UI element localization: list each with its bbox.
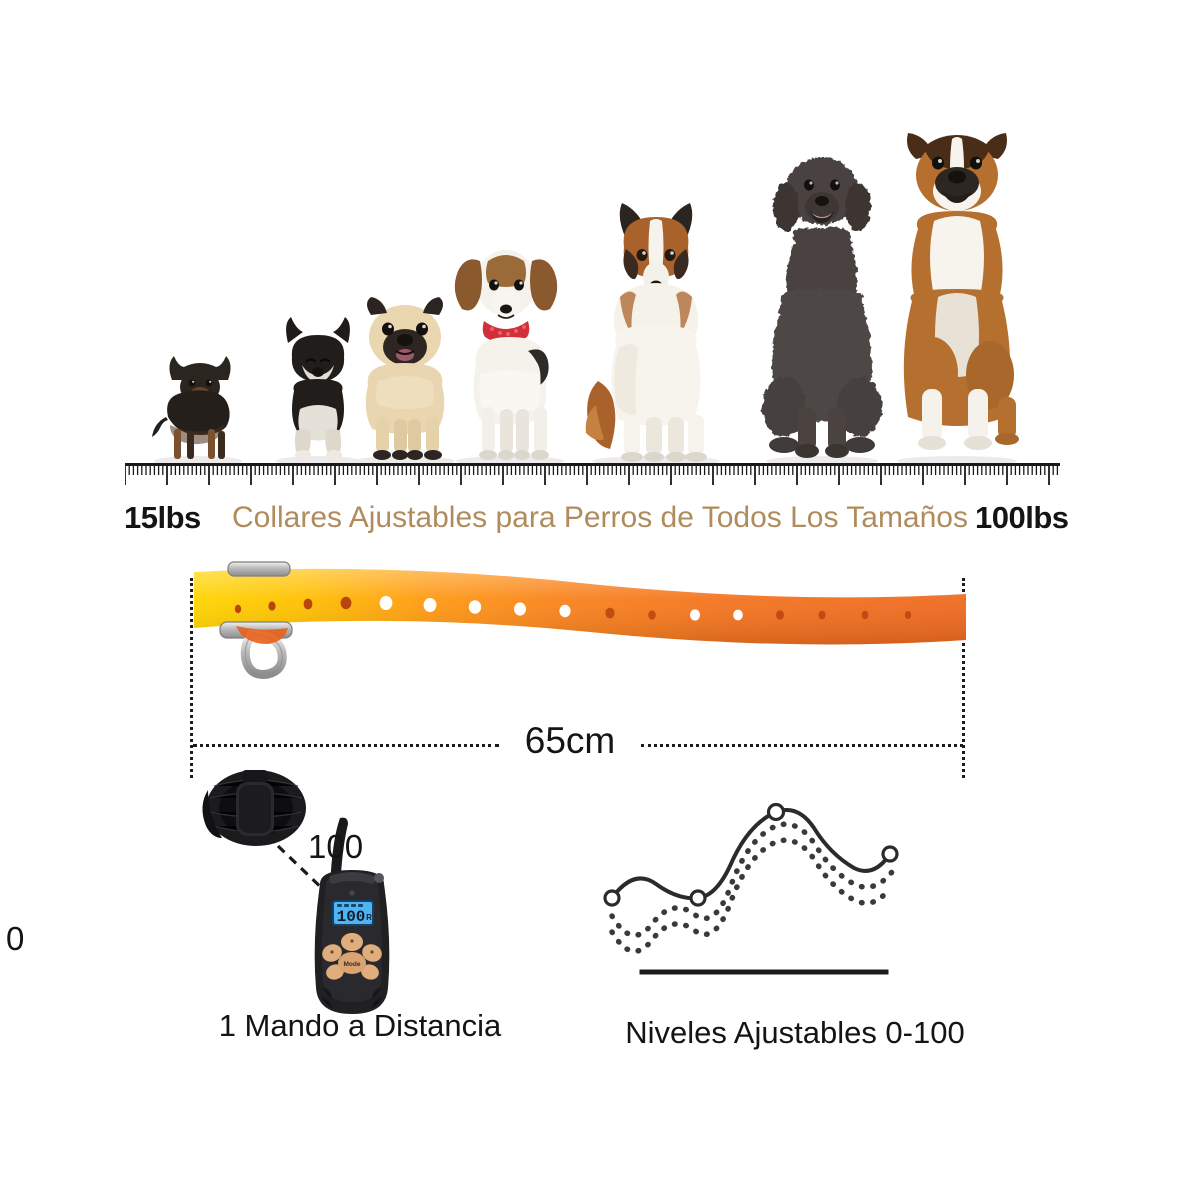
- dog-yorkie: [258, 305, 378, 465]
- level-node-mid: [689, 889, 707, 907]
- dimension-line-right: [962, 578, 965, 778]
- levels-main-curve: [610, 808, 892, 901]
- button-mode: [338, 952, 366, 974]
- dog-collie: [568, 185, 743, 465]
- levels-echo-curve-1: [609, 821, 895, 938]
- collar-strap: [190, 560, 970, 680]
- collar-strap-svg: [194, 561, 966, 679]
- dog-size-comparison: [0, 0, 1200, 500]
- boxer-icon: [897, 133, 1019, 465]
- collar-buckle: [219, 561, 293, 679]
- collar-length-label: 65cm: [524, 720, 616, 761]
- levels-echo-curve-2: [609, 837, 893, 954]
- weight-max-label: 100lbs: [975, 500, 1069, 535]
- collar-dimension-section: 65cm: [0, 548, 1200, 778]
- remote-keypad: Mode: [322, 933, 382, 980]
- size-chart-title: Collares Ajustables para Perros de Todos…: [232, 501, 968, 534]
- level-node-peak: [766, 802, 786, 822]
- yorkie-icon: [276, 317, 360, 465]
- dog-pug: [338, 285, 473, 465]
- dog-chihuahua: [140, 325, 255, 465]
- pointer-dashed-line: [276, 844, 332, 898]
- levels-caption: Niveles Ajustables 0-100: [625, 1015, 965, 1050]
- collie-icon: [585, 203, 720, 465]
- poodle-icon: [762, 157, 882, 465]
- lcd-screen: [334, 902, 372, 924]
- measuring-ruler: [125, 463, 1060, 485]
- features-section: 100 R Mode: [0, 760, 1200, 1080]
- dog-poodle: [742, 145, 902, 465]
- lcd-value: 100: [337, 908, 366, 926]
- dimension-line-horizontal-left: [193, 744, 499, 747]
- level-node-start: [603, 889, 621, 907]
- adjustable-levels-chart: [590, 780, 990, 990]
- dog-boxer: [872, 125, 1042, 465]
- scale-label-row: 15lbs Collares Ajustables para Perros de…: [0, 500, 1200, 548]
- button-mode-label: Mode: [344, 961, 361, 968]
- weight-min-label: 15lbs: [124, 500, 201, 535]
- remote-caption: 1 Mando a Distancia: [218, 1008, 502, 1043]
- levels-curve-svg: [603, 802, 899, 975]
- beagle-icon: [454, 250, 564, 465]
- remote-control-group: 100 R Mode: [180, 760, 530, 1060]
- button-shock: [326, 964, 344, 980]
- dimension-line-horizontal-right: [641, 744, 963, 747]
- level-min-label: 0: [6, 920, 25, 957]
- chihuahua-icon: [152, 356, 242, 465]
- remote-control-device: 100 R Mode: [314, 817, 390, 1014]
- level-node-end: [881, 845, 899, 863]
- remote-and-receiver-svg: 100 R Mode: [202, 770, 390, 1014]
- collar-receiver-unit: [202, 770, 306, 846]
- level-max-label: 100: [308, 828, 364, 865]
- lcd-mode-letter: R: [366, 913, 372, 922]
- pug-icon: [355, 297, 455, 465]
- button-vibrate: [361, 964, 379, 980]
- dimension-line-left: [190, 578, 193, 778]
- dog-beagle: [440, 235, 580, 465]
